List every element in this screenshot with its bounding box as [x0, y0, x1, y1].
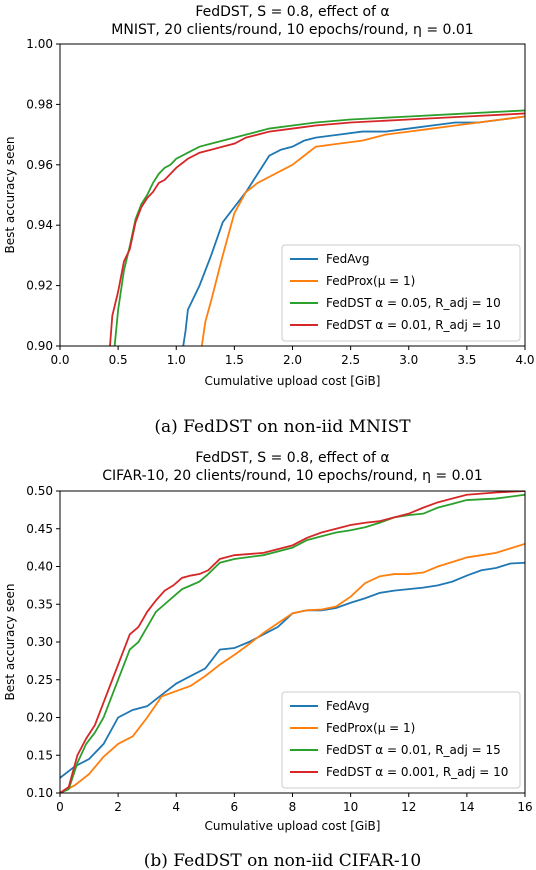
panel1-series-line-3: [113, 109, 525, 346]
panel2-x-tick-label: 14: [459, 800, 474, 814]
panel1-y-tick-label: 1.00: [26, 37, 53, 51]
panel2-x-tick-label: 10: [343, 800, 358, 814]
panel2-y-tick-label: 0.45: [26, 522, 53, 536]
panel2-legend-box: [281, 691, 521, 789]
panel1-series-line-2: [200, 115, 525, 346]
panel2-y-tick-label: 0.30: [26, 635, 53, 649]
panel1-x-tick-label: 3.5: [457, 353, 476, 367]
panel2-legend-label-1: FedAvg: [326, 699, 369, 713]
panel2-legend-label-4: FedDST α = 0.001, R_adj = 10: [326, 765, 508, 779]
panel2-caption: (b) FedDST on non-iid CIFAR-10: [144, 851, 422, 870]
panel1-caption: (a) FedDST on non-iid MNIST: [154, 417, 411, 437]
panel2-x-tick-label: 4: [172, 800, 180, 814]
panel2-legend-label-2: FedProx(μ = 1): [326, 721, 415, 735]
panel2-y-tick-label: 0.35: [26, 597, 53, 611]
panel1-y-tick-label: 0.90: [26, 339, 53, 353]
panel1-legend-label-3: FedDST α = 0.05, R_adj = 10: [326, 296, 501, 310]
panel2-y-tick-label: 0.15: [26, 748, 53, 762]
panel2-y-tick-label: 0.20: [26, 711, 53, 725]
panel2-series-line-3: [60, 493, 525, 793]
panel1-title-line2: MNIST, 20 clients/round, 10 epochs/round…: [111, 22, 473, 38]
panel1-legend-label-4: FedDST α = 0.01, R_adj = 10: [326, 318, 501, 332]
panel2-y-tick-label: 0.40: [26, 560, 53, 574]
panel1-legend-label-2: FedProx(μ = 1): [326, 274, 415, 288]
panel2-series-line-4: [60, 491, 525, 793]
panel2-title-line1: FedDST, S = 0.8, effect of α: [195, 450, 389, 466]
panel1-y-tick-label: 0.94: [26, 218, 53, 232]
panel1-x-axis-label: Cumulative upload cost [GiB]: [205, 374, 381, 388]
panel2-y-tick-label: 0.10: [26, 786, 53, 800]
panel1-series-line-1: [182, 115, 525, 346]
panel1-title-line1: FedDST, S = 0.8, effect of α: [195, 4, 389, 20]
panel2-x-tick-label: 6: [231, 800, 239, 814]
panel1-x-tick-label: 0.0: [50, 353, 69, 367]
panel1-legend-label-1: FedAvg: [326, 252, 369, 266]
panel2-x-tick-label: 0: [56, 800, 64, 814]
panel2-x-tick-label: 12: [401, 800, 416, 814]
panel2-series-line-2: [60, 542, 525, 793]
panel1-y-tick-label: 0.96: [26, 158, 53, 172]
panel2-y-axis-label: Best accuracy seen: [3, 584, 17, 701]
panel1-y-tick-label: 0.98: [26, 97, 53, 111]
panel2-title-line2: CIFAR-10, 20 clients/round, 10 epochs/ro…: [102, 468, 483, 484]
panel2-y-tick-label: 0.25: [26, 673, 53, 687]
panel2-x-tick-label: 16: [517, 800, 532, 814]
panel2-x-axis-label: Cumulative upload cost [GiB]: [205, 819, 381, 833]
panel1-legend-box: [281, 244, 521, 342]
panel1-series-line-4: [109, 112, 525, 346]
panel2-legend-label-3: FedDST α = 0.01, R_adj = 15: [326, 743, 501, 757]
panel1-x-tick-label: 3.0: [399, 353, 418, 367]
panel1-x-tick-label: 1.0: [167, 353, 186, 367]
panel1-x-tick-label: 2.0: [283, 353, 302, 367]
panel2-x-tick-label: 2: [114, 800, 122, 814]
panel1-y-axis-label: Best accuracy seen: [3, 137, 17, 254]
panel2-x-tick-label: 8: [289, 800, 297, 814]
panel1-x-tick-label: 4.0: [515, 353, 534, 367]
panel1-x-tick-label: 1.5: [225, 353, 244, 367]
panel1-x-tick-label: 2.5: [341, 353, 360, 367]
panel1-y-tick-label: 0.92: [26, 279, 53, 293]
panel2-y-tick-label: 0.50: [26, 484, 53, 498]
panel1-x-tick-label: 0.5: [109, 353, 128, 367]
